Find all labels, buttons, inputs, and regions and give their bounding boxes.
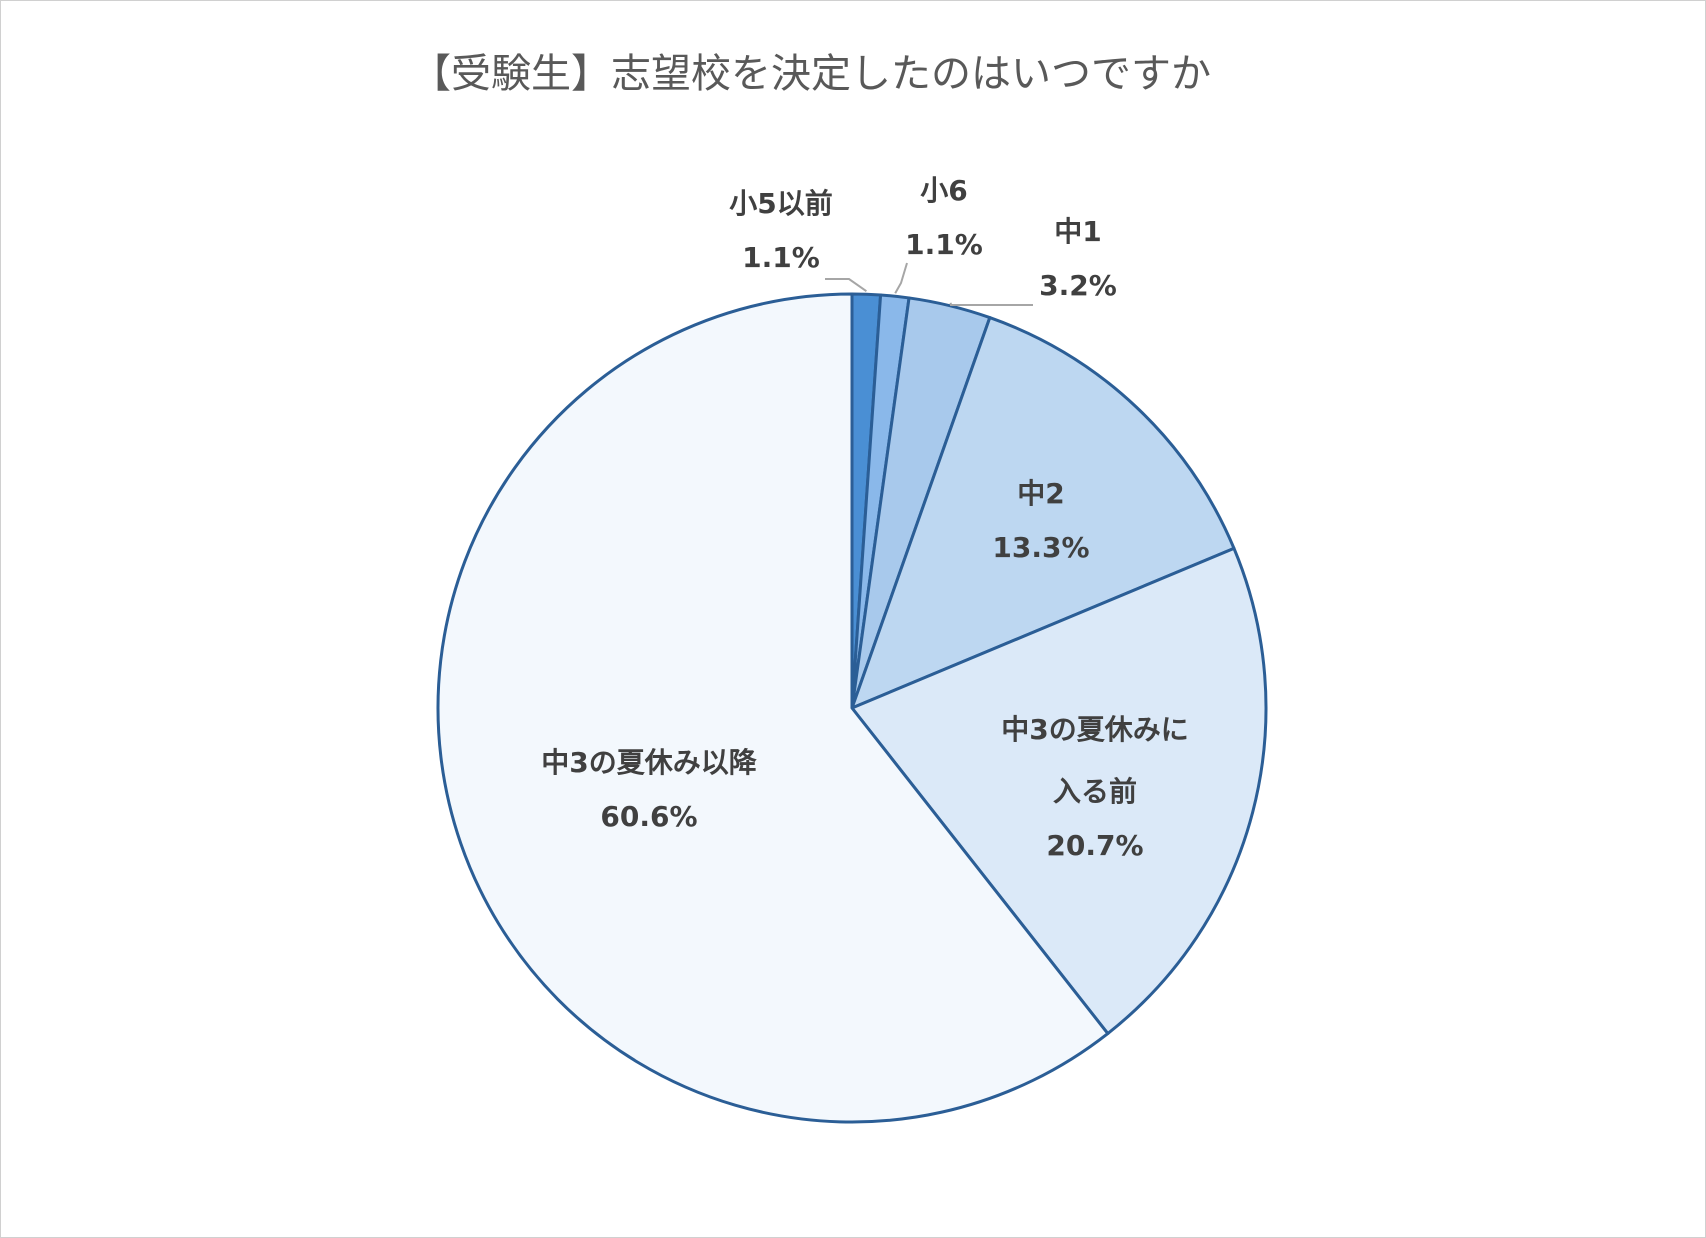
leader-line-2 [949, 302, 1033, 306]
label-name-4-line-1: 中3の夏休みに [1001, 713, 1188, 746]
label-name-2: 中1 [1054, 215, 1101, 248]
label-name-1: 小6 [920, 174, 967, 207]
pie-slice-3 [850, 316, 1236, 710]
label-slice-5: 中3の夏休み以降 60.6% [541, 746, 757, 833]
label-value-0: 1.1% [742, 241, 820, 274]
pie-slice-4 [850, 546, 1268, 1036]
label-slice-4: 中3の夏休みに 入る前 20.7% [1001, 713, 1188, 862]
label-slice-0: 小5以前 1.1% [729, 187, 832, 274]
leader-line-1 [894, 262, 908, 294]
label-name-4-line-2: 入る前 [1053, 775, 1137, 808]
label-slice-1: 小6 1.1% [905, 174, 983, 261]
pie-slice-5 [436, 292, 1110, 1124]
label-name-5: 中3の夏休み以降 [541, 746, 757, 779]
leader-line-0 [825, 278, 867, 293]
label-name-0: 小5以前 [729, 187, 832, 220]
label-value-5: 60.6% [600, 800, 697, 833]
chart-title: 【受験生】志望校を決定したのはいつですか [411, 51, 1211, 97]
label-value-4: 20.7% [1046, 829, 1143, 862]
label-value-3: 13.3% [992, 531, 1089, 564]
label-value-1: 1.1% [905, 228, 983, 261]
label-value-2: 3.2% [1039, 269, 1117, 302]
label-slice-3: 中2 13.3% [992, 477, 1089, 564]
leader-lines [825, 262, 1033, 306]
label-name-3: 中2 [1017, 477, 1064, 510]
label-slice-2: 中1 3.2% [1039, 215, 1117, 302]
pie-slices [436, 292, 1268, 1124]
